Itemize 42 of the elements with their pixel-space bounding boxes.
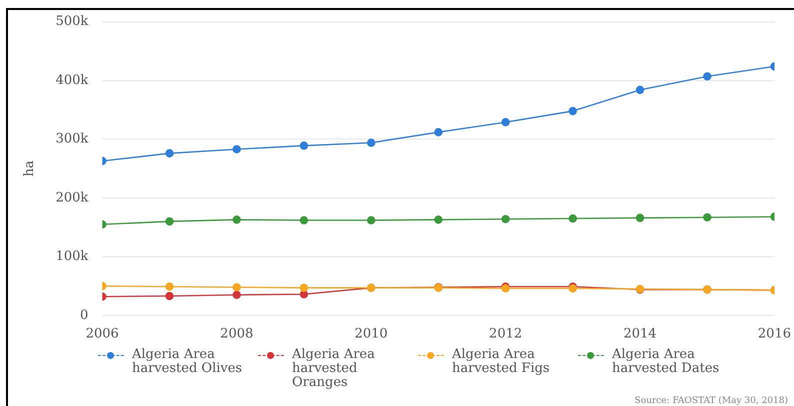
y-tick-label: 200k <box>56 190 88 206</box>
point <box>300 284 308 292</box>
point <box>367 138 376 147</box>
point <box>165 292 174 300</box>
x-tick-label: 2006 <box>86 326 119 342</box>
point <box>367 216 376 224</box>
x-tick-label: 2014 <box>623 326 657 342</box>
point <box>300 290 308 298</box>
point <box>703 72 712 81</box>
y-tick-label: 100k <box>56 249 88 264</box>
point <box>232 145 241 154</box>
x-tick-label: 2010 <box>354 326 388 342</box>
legend-label: Algeria Area harvested Dates <box>612 347 720 376</box>
point <box>568 106 577 116</box>
point <box>232 290 241 299</box>
point <box>165 282 174 291</box>
point <box>501 118 510 126</box>
point <box>636 214 644 222</box>
y-tick-label: 400k <box>56 72 88 88</box>
y-tick-label: 500k <box>56 14 88 30</box>
point <box>232 283 241 292</box>
x-tick-label: 2008 <box>220 326 254 342</box>
y-tick-label: 0 <box>80 308 88 323</box>
x-tick-label: 2016 <box>758 326 792 342</box>
point <box>434 216 443 224</box>
point <box>232 216 241 224</box>
y-tick-label: 300k <box>56 132 88 147</box>
source-note: Source: FAOSTAT (May 30, 2018) <box>634 396 788 406</box>
point <box>434 128 443 136</box>
point <box>568 214 577 223</box>
x-tick-label: 2012 <box>489 326 522 342</box>
point <box>300 142 308 150</box>
point <box>703 213 712 222</box>
legend-label: Algeria Area harvested Oranges <box>292 347 376 390</box>
point <box>636 86 644 94</box>
point <box>501 214 510 224</box>
legend-label: Algeria Area harvested Figs <box>452 347 551 376</box>
point <box>165 149 174 158</box>
point <box>300 216 308 224</box>
legend-label: Algeria Area harvested Olives <box>132 347 244 376</box>
point <box>165 217 174 226</box>
y-axis-title: ha <box>22 160 38 177</box>
